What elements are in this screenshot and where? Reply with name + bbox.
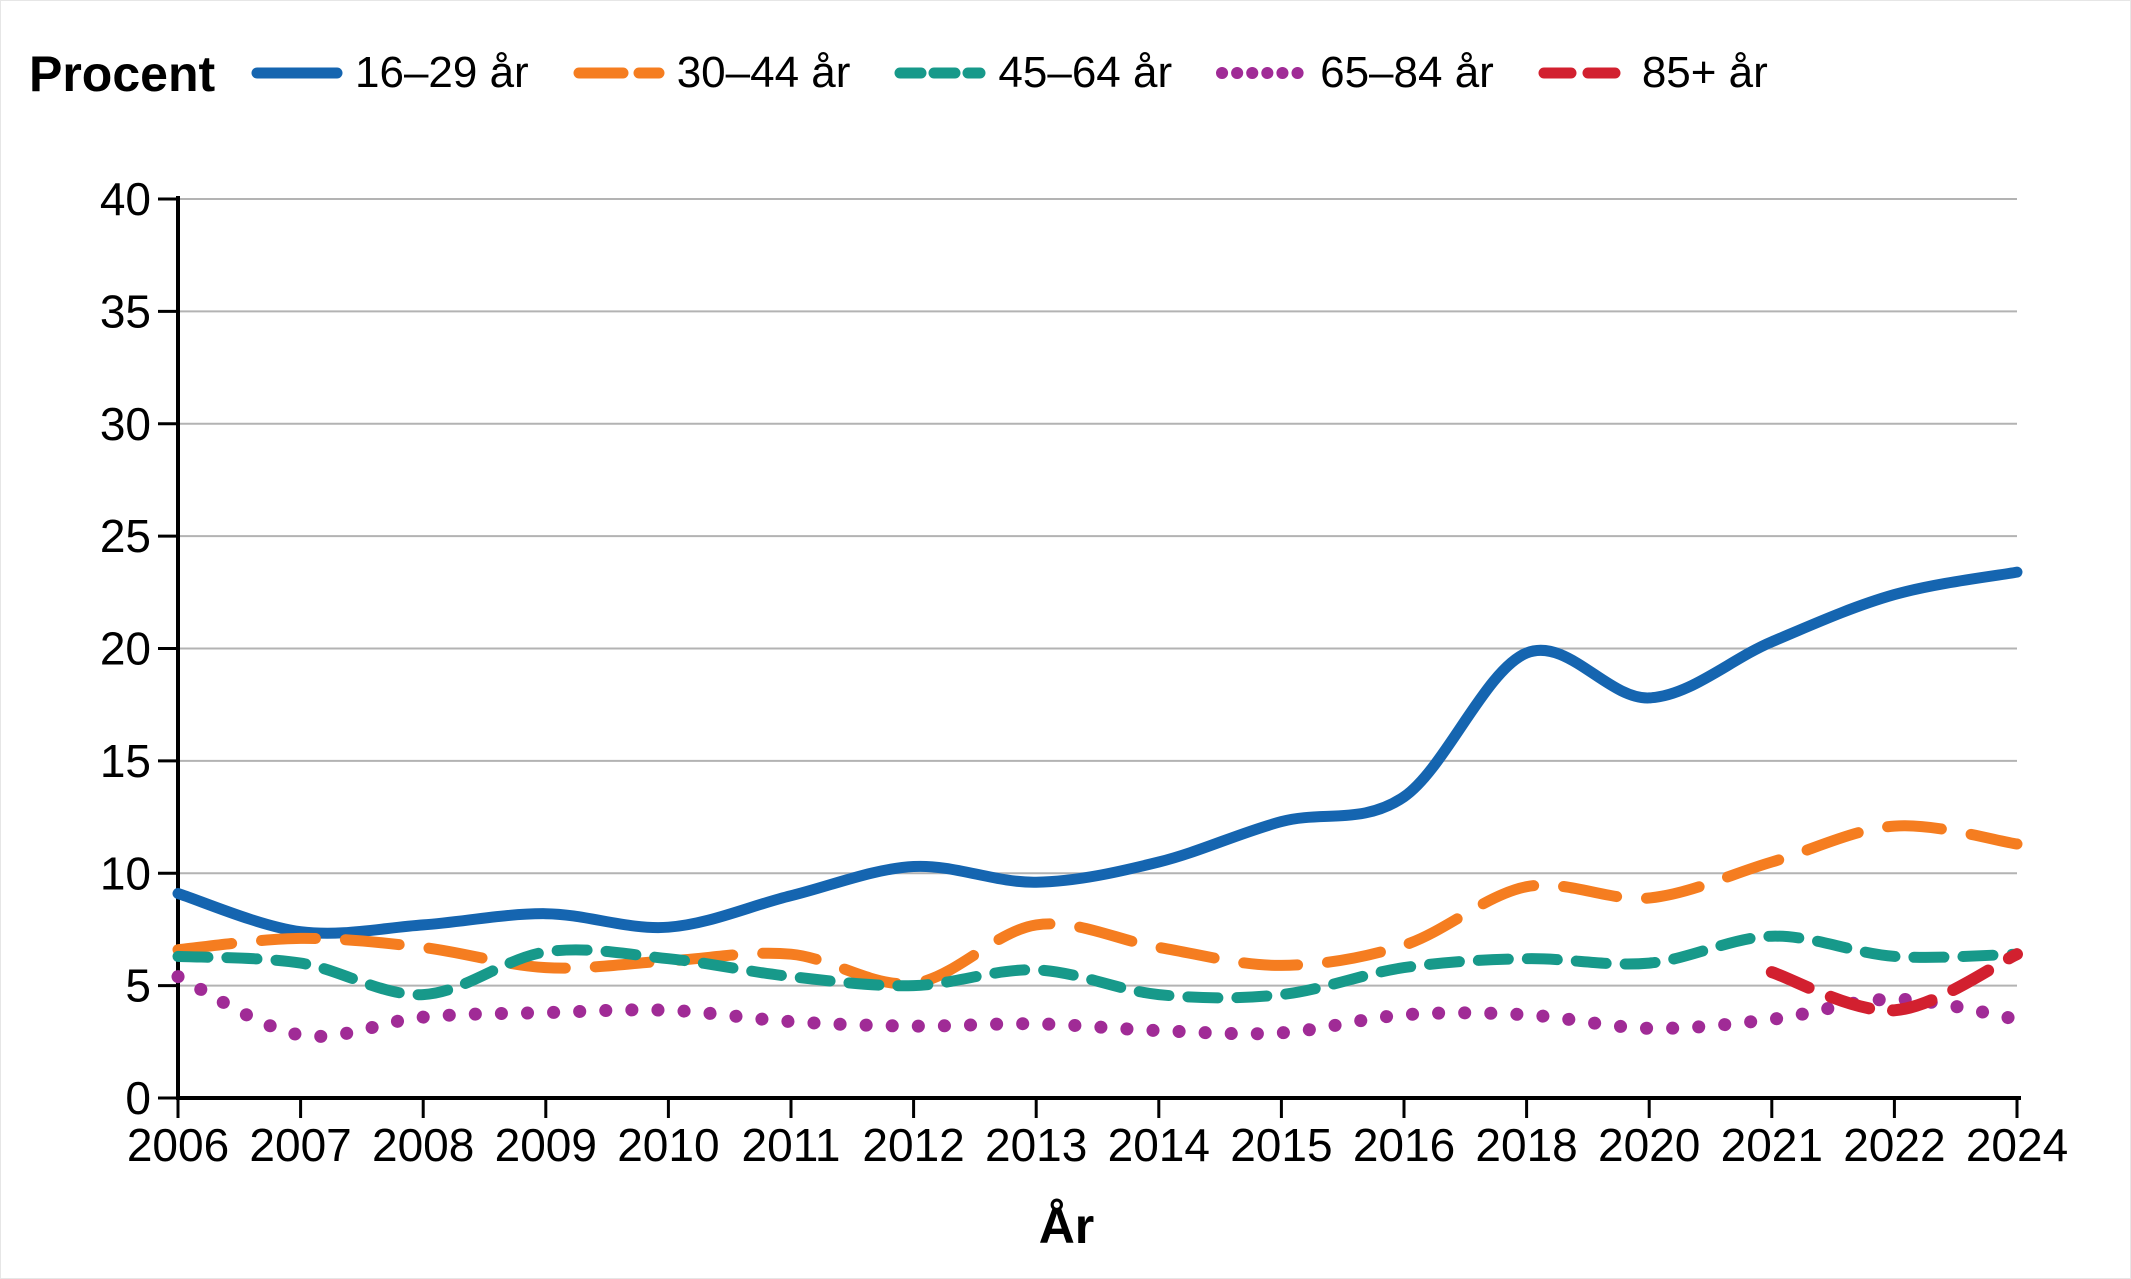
y-tick-label: 5 [125,960,151,1012]
legend-item-30–44-år: 30–44 år [573,48,851,98]
series-line-30–44-år [172,820,2023,990]
y-tick-label: 25 [100,510,151,562]
legend-label: 45–64 år [998,48,1173,97]
legend: 16–29 år 30–44 år 45–64 år 65–84 år 85+ år [251,41,1768,105]
x-axis-title: År [1038,1198,1095,1254]
series-line-45–64-år [172,930,2023,1004]
x-tick-label: 2021 [1721,1119,1823,1171]
x-tick-label: 2020 [1598,1119,1700,1171]
y-axis-title: Procent [29,46,216,102]
x-tick-label: 2016 [1353,1119,1455,1171]
legend-label: 30–44 år [676,48,851,97]
series-line-16–29-år [172,566,2023,939]
legend-swatch-icon [251,67,343,79]
x-tick-label: 2007 [249,1119,351,1171]
y-tick-label: 30 [100,398,151,450]
legend-swatch-icon [573,67,665,79]
legend-item-16–29-år: 16–29 år [251,48,529,98]
legend-swatch-icon [894,67,986,79]
x-tick-label: 2011 [742,1119,841,1171]
legend-item-45–64-år: 45–64 år [894,48,1172,98]
series-line-85+-år [1765,948,2023,1017]
x-tick-label: 2010 [617,1119,719,1171]
legend-label: 85+ år [1641,48,1768,97]
x-tick-label: 2012 [862,1119,964,1171]
y-tick-label: 35 [100,285,151,337]
legend-label: 16–29 år [355,48,529,97]
y-tick-label: 20 [100,623,151,675]
y-tick-label: 40 [100,173,151,225]
x-tick-label: 2013 [985,1119,1087,1171]
x-tick-label: 2009 [495,1119,597,1171]
x-tick-label: 2014 [1108,1119,1210,1171]
x-tick-label: 2024 [1966,1119,2068,1171]
y-tick-label: 15 [100,735,151,787]
legend-label: 65–84 år [1320,48,1494,97]
x-tick-label: 2022 [1843,1119,1945,1171]
x-tick-label: 2018 [1475,1119,1577,1171]
legend-swatch-icon [1216,67,1309,79]
x-tick-label: 2008 [372,1119,474,1171]
y-tick-label: 10 [100,847,151,899]
y-tick-label: 0 [125,1072,151,1124]
legend-item-65–84-år: 65–84 år [1216,48,1494,98]
series-line-65–84-år [171,970,2024,1043]
legend-item-85+-år: 85+ år [1538,48,1768,98]
x-tick-label: 2006 [127,1119,229,1171]
legend-swatch-icon [1538,67,1630,79]
x-tick-label: 2015 [1230,1119,1332,1171]
